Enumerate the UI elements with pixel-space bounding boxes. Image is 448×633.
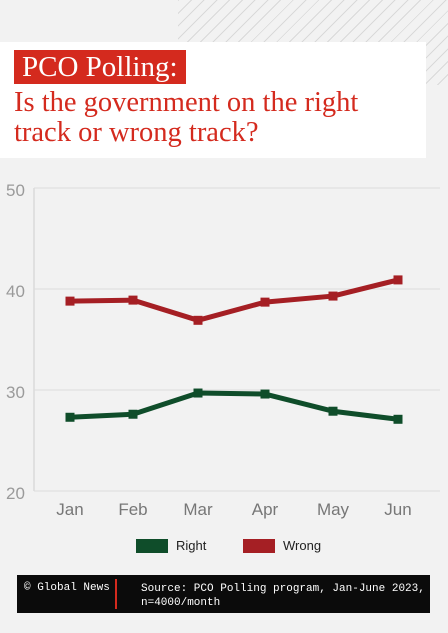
- point-wrong-jun: [393, 275, 403, 285]
- point-right-jun: [393, 414, 403, 424]
- point-wrong-may: [328, 291, 338, 301]
- y-tick-label-40: 40: [6, 282, 25, 301]
- legend-label-right: Right: [176, 538, 207, 553]
- x-tick-label-jan: Jan: [56, 500, 83, 519]
- series-line-right: [69, 390, 399, 422]
- point-right-mar: [193, 388, 203, 398]
- chart-kicker: PCO Polling:: [14, 50, 186, 84]
- legend: Right Wrong: [0, 538, 448, 558]
- point-wrong-feb: [128, 295, 138, 305]
- point-right-apr: [260, 389, 270, 399]
- x-tick-label-mar: Mar: [183, 500, 213, 519]
- axis-labels: 20 30 40 50 Jan Feb Mar Apr May Jun: [6, 181, 412, 519]
- x-tick-label-feb: Feb: [118, 500, 147, 519]
- point-wrong-apr: [260, 297, 270, 307]
- legend-item-wrong: Wrong: [243, 538, 321, 553]
- point-right-jan: [65, 412, 75, 422]
- credit-text: © Global News: [24, 582, 110, 594]
- x-tick-label-may: May: [317, 500, 350, 519]
- footer: © Global News Source: PCO Polling progra…: [17, 575, 430, 613]
- point-right-may: [328, 406, 338, 416]
- chart-title: Is the government on the right track or …: [14, 87, 359, 148]
- series-lines: [65, 275, 403, 424]
- legend-swatch-right: [136, 538, 168, 553]
- point-wrong-jan: [65, 296, 75, 306]
- series-line-wrong: [69, 277, 399, 323]
- grid-lines: [33, 187, 440, 492]
- x-tick-label-apr: Apr: [252, 500, 279, 519]
- source-text: Source: PCO Polling program, Jan-June 20…: [141, 583, 425, 609]
- y-tick-label-20: 20: [6, 484, 25, 503]
- legend-item-right: Right: [136, 538, 206, 553]
- point-right-feb: [128, 409, 138, 419]
- footer-divider: [115, 579, 117, 609]
- y-tick-label-30: 30: [6, 383, 25, 402]
- point-wrong-mar: [193, 315, 203, 325]
- line-chart: 20 30 40 50 Jan Feb Mar Apr May Jun: [6, 181, 440, 519]
- legend-swatch-wrong: [243, 538, 275, 553]
- x-tick-label-jun: Jun: [384, 500, 411, 519]
- legend-label-wrong: Wrong: [283, 538, 322, 553]
- y-tick-label-50: 50: [6, 181, 25, 200]
